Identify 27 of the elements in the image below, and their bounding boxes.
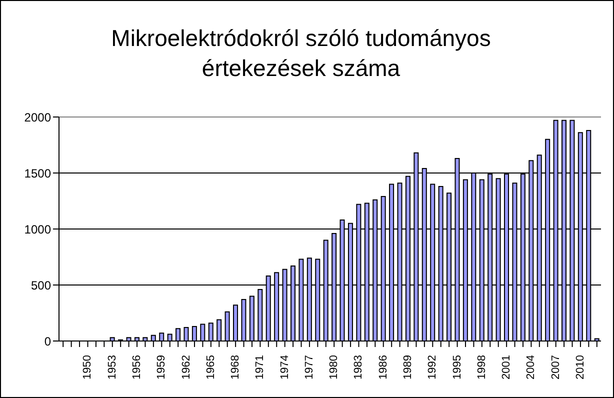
x-tick-label: 1956 (131, 355, 144, 380)
x-tick-label: 1989 (402, 355, 414, 380)
x-tick-label: 1983 (352, 355, 365, 380)
x-tick-label: 1980 (328, 355, 340, 380)
x-tick-label: 1968 (230, 355, 242, 380)
x-tick-label: 2010 (574, 355, 586, 380)
chart-title: Mikroelektródokról szóló tudományos értekezések száma (110, 24, 492, 83)
x-tick-label: 1974 (278, 355, 291, 380)
y-tick-label: 1500 (24, 166, 52, 180)
y-tick-label: 500 (30, 278, 52, 292)
x-tick-label: 1977 (303, 355, 316, 380)
y-tick-label: 0 (44, 334, 52, 348)
x-tick-label: 2007 (550, 355, 562, 380)
x-tick-label: 1953 (106, 355, 118, 380)
x-tick-label: 1986 (377, 355, 390, 380)
x-tick-label: 1998 (476, 355, 488, 380)
x-tick-label: 1962 (180, 355, 192, 380)
x-tick-label: 1992 (426, 355, 439, 380)
x-tick-label: 1995 (451, 355, 464, 380)
x-tick-label: 2001 (500, 355, 513, 380)
x-tick-label: 2004 (525, 355, 538, 380)
x-tick-label: 1959 (156, 355, 168, 380)
x-tick-label: 1965 (204, 355, 217, 380)
x-tick-label: 1971 (254, 355, 266, 380)
x-tick-label: 1950 (82, 355, 94, 380)
y-tick-label: 1000 (24, 222, 52, 236)
y-tick-label: 2000 (24, 110, 52, 124)
